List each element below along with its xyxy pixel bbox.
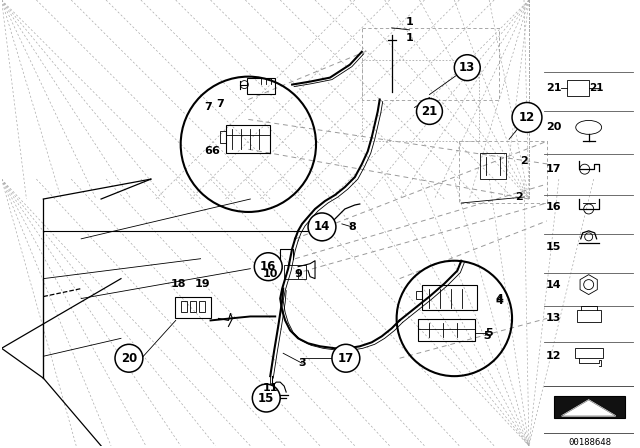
Circle shape [332, 345, 360, 372]
Text: 15: 15 [546, 242, 561, 252]
Text: 21: 21 [589, 82, 603, 93]
Text: 12: 12 [519, 111, 535, 124]
Text: 8: 8 [348, 222, 356, 232]
Text: 18: 18 [171, 279, 186, 289]
Text: 14: 14 [314, 220, 330, 233]
Text: 19: 19 [195, 279, 211, 289]
Text: 7: 7 [205, 103, 212, 112]
Text: 6: 6 [212, 146, 220, 156]
Text: 15: 15 [258, 392, 275, 405]
Circle shape [512, 103, 542, 132]
Text: 11: 11 [262, 383, 278, 393]
Text: 12: 12 [546, 351, 561, 361]
Text: 13: 13 [546, 314, 561, 323]
Text: 1: 1 [406, 17, 413, 27]
Text: 21: 21 [421, 105, 438, 118]
Text: 16: 16 [260, 260, 276, 273]
Circle shape [115, 345, 143, 372]
Text: 21: 21 [546, 82, 561, 93]
Text: 7: 7 [216, 99, 225, 109]
Text: 17: 17 [338, 352, 354, 365]
Text: 5: 5 [485, 328, 493, 338]
Text: 00188648: 00188648 [568, 438, 611, 447]
Text: 20: 20 [546, 122, 561, 132]
Text: 14: 14 [546, 280, 561, 289]
Circle shape [308, 213, 336, 241]
Text: 1: 1 [406, 33, 413, 43]
Polygon shape [562, 400, 616, 416]
Text: 13: 13 [459, 61, 476, 74]
Circle shape [252, 384, 280, 412]
Text: 10: 10 [262, 269, 278, 279]
Circle shape [254, 253, 282, 280]
Circle shape [417, 99, 442, 125]
Text: 16: 16 [546, 202, 561, 212]
FancyBboxPatch shape [554, 396, 625, 418]
Circle shape [454, 55, 480, 81]
Text: 17: 17 [546, 164, 561, 174]
Text: 4: 4 [495, 293, 503, 304]
Text: 4: 4 [495, 296, 503, 306]
Text: 2: 2 [515, 192, 523, 202]
Text: 3: 3 [298, 358, 306, 368]
Text: 9: 9 [294, 269, 302, 279]
Text: 5: 5 [483, 332, 491, 341]
Text: 2: 2 [520, 156, 528, 166]
Text: 6: 6 [205, 146, 212, 156]
Text: 20: 20 [121, 352, 137, 365]
